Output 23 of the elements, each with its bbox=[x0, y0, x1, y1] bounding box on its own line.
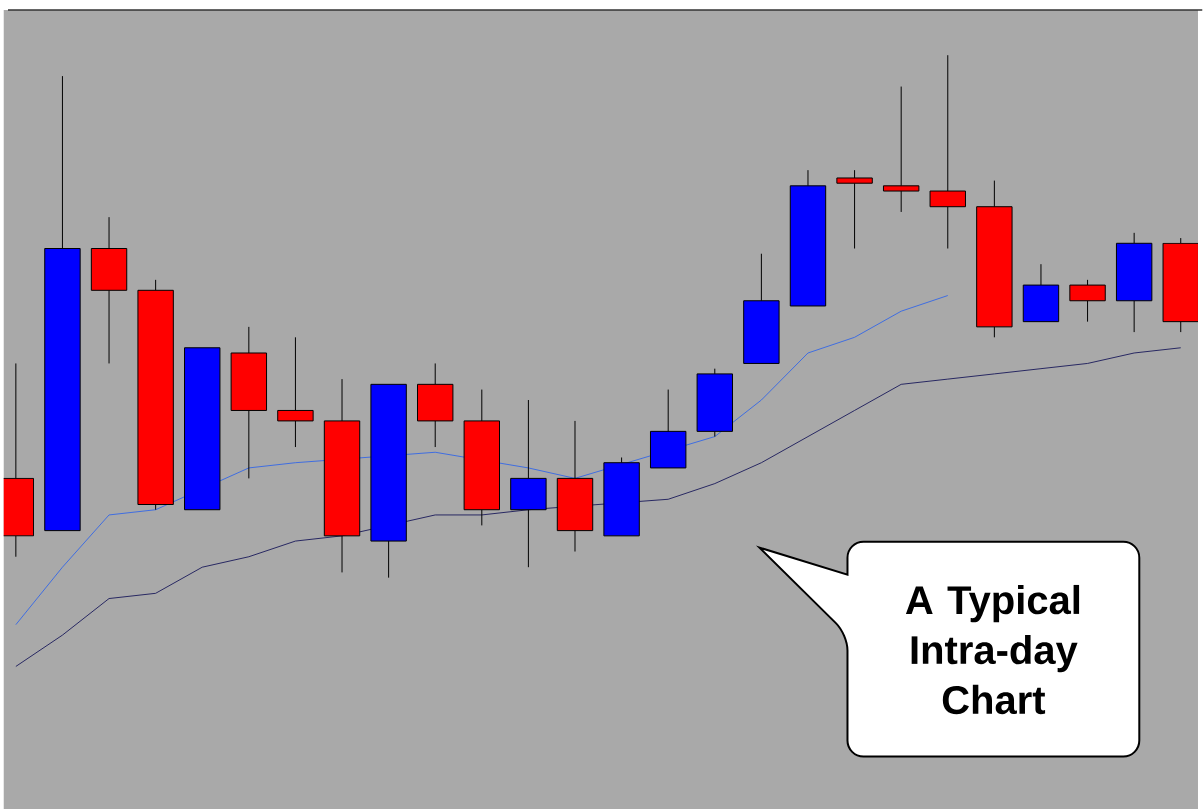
candlestick bbox=[370, 383, 407, 578]
candlestick bbox=[323, 378, 361, 573]
candlestick bbox=[1022, 263, 1060, 322]
candlestick bbox=[184, 347, 221, 510]
candlestick bbox=[789, 169, 827, 307]
candlestick bbox=[743, 253, 780, 364]
candlestick bbox=[976, 179, 1013, 338]
candlestick bbox=[417, 362, 454, 448]
candlestick bbox=[137, 279, 174, 510]
candlestick bbox=[556, 420, 594, 552]
candlestick bbox=[230, 326, 268, 479]
candlestick bbox=[603, 456, 640, 537]
candlestick bbox=[882, 85, 920, 213]
candlestick bbox=[463, 388, 501, 526]
text: A Typical Intra-day Chart bbox=[905, 584, 1080, 714]
candlestick bbox=[510, 399, 547, 568]
candlestick bbox=[1115, 232, 1153, 333]
candlestick bbox=[1162, 237, 1198, 333]
candlestick bbox=[44, 75, 81, 531]
candlestick bbox=[929, 54, 966, 249]
candlestick bbox=[649, 388, 687, 469]
candlestick bbox=[277, 336, 314, 448]
candlestick bbox=[90, 216, 128, 364]
